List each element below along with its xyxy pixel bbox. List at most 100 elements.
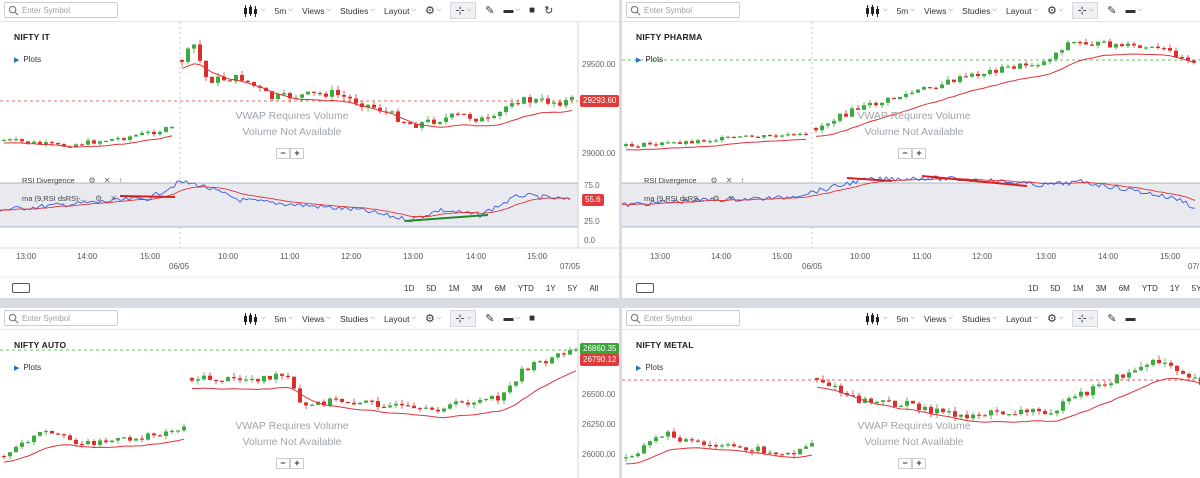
range-6m[interactable]: 6M	[1118, 283, 1130, 293]
studies-dropdown[interactable]: Studies ⌵	[340, 313, 375, 324]
crosshair-button[interactable]: ⊹ ⌵	[450, 310, 477, 327]
draw-button[interactable]: ✎	[1107, 4, 1116, 17]
range-1m[interactable]: 1M	[1072, 283, 1084, 293]
comment-button[interactable]: ▬ ⌵	[503, 5, 521, 16]
keyboard-icon[interactable]	[12, 283, 30, 293]
interval-dropdown[interactable]: 5m ⌵	[274, 5, 293, 16]
studies-dropdown[interactable]: Studies ⌵	[340, 5, 375, 16]
plots-toggle[interactable]: ▶ Plots	[636, 363, 663, 372]
views-dropdown[interactable]: Views ⌵	[301, 5, 332, 16]
zoom-in-button[interactable]: +	[912, 458, 926, 469]
range-1y[interactable]: 1Y	[1169, 283, 1180, 293]
chart-canvas[interactable]	[622, 308, 1200, 478]
chart-type-button[interactable]: ⌵	[865, 4, 888, 17]
studies-dropdown[interactable]: Studies ⌵	[962, 313, 997, 324]
arrow-up-icon[interactable]: ↑	[740, 176, 745, 185]
zoom-out-button[interactable]: −	[898, 458, 912, 469]
chart-canvas[interactable]	[622, 0, 1200, 298]
range-5y[interactable]: 5Y	[567, 283, 578, 293]
arrow-up-icon[interactable]: ↑	[118, 176, 123, 185]
zoom-out-button[interactable]: −	[898, 148, 912, 159]
plots-label: Plots	[645, 55, 664, 64]
range-5d[interactable]: 5D	[1050, 283, 1061, 293]
studies-dropdown[interactable]: Studies ⌵	[962, 5, 997, 16]
layout-dropdown[interactable]: Layout ⌵	[1005, 313, 1039, 324]
views-dropdown[interactable]: Views ⌵	[923, 5, 954, 16]
range-all[interactable]: All	[589, 283, 599, 293]
range-5d[interactable]: 5D	[426, 283, 437, 293]
draw-button[interactable]: ✎	[1107, 312, 1116, 325]
x-axis-tick: 13:00	[403, 252, 424, 261]
ma-study-label[interactable]: ma (9,RSI dsRS... ⚙ ✕	[644, 194, 734, 203]
interval-dropdown[interactable]: 5m ⌵	[896, 5, 915, 16]
symbol-search-input[interactable]: Enter Symbol	[626, 2, 740, 18]
range-ytd[interactable]: YTD	[1141, 283, 1158, 293]
crosshair-button[interactable]: ⊹ ⌵	[1072, 2, 1099, 19]
range-1d[interactable]: 1D	[404, 283, 415, 293]
symbol-search-input[interactable]: Enter Symbol	[4, 310, 118, 326]
chart-canvas[interactable]	[0, 0, 619, 298]
views-dropdown[interactable]: Views ⌵	[923, 313, 954, 324]
layout-dropdown[interactable]: Layout ⌵	[383, 5, 417, 16]
keyboard-icon[interactable]	[636, 283, 654, 293]
range-3m[interactable]: 3M	[1095, 283, 1107, 293]
draw-button[interactable]: ✎	[485, 4, 494, 17]
rsi-study-label[interactable]: RSI Divergence ⚙ ✕ ↑	[644, 176, 744, 185]
layout-dropdown[interactable]: Layout ⌵	[383, 313, 417, 324]
views-dropdown[interactable]: Views ⌵	[301, 313, 332, 324]
settings-button[interactable]: ⚙ ⌵	[1047, 313, 1064, 325]
settings-button[interactable]: ⚙ ⌵	[1047, 5, 1064, 17]
layout-dropdown[interactable]: Layout ⌵	[1005, 5, 1039, 16]
plots-toggle[interactable]: ▶ Plots	[14, 55, 41, 64]
candle	[1109, 381, 1113, 388]
refresh-button[interactable]: ↻	[544, 4, 553, 17]
close-icon[interactable]: ✕	[725, 176, 733, 185]
candle	[196, 376, 200, 385]
close-icon[interactable]: ✕	[103, 176, 111, 185]
gear-icon[interactable]: ⚙	[95, 194, 103, 203]
range-3m[interactable]: 3M	[471, 283, 483, 293]
range-1y[interactable]: 1Y	[545, 283, 556, 293]
rsi-study-name: RSI Divergence	[22, 176, 75, 185]
chart-type-button[interactable]: ⌵	[243, 4, 266, 17]
gear-icon[interactable]: ⚙	[712, 194, 720, 203]
rsi-study-label[interactable]: RSI Divergence ⚙ ✕ ↑	[22, 176, 122, 185]
candle	[170, 429, 174, 435]
range-5y[interactable]: 5Y	[1191, 283, 1200, 293]
settings-button[interactable]: ⚙ ⌵	[425, 5, 442, 17]
candle	[678, 434, 682, 444]
chart-canvas[interactable]	[0, 308, 619, 478]
plots-toggle[interactable]: ▶ Plots	[14, 363, 41, 372]
chart-type-button[interactable]: ⌵	[865, 312, 888, 325]
plots-toggle[interactable]: ▶ Plots	[636, 55, 663, 64]
settings-button[interactable]: ⚙ ⌵	[425, 313, 442, 325]
comment-button[interactable]: ▬ ⌵	[1125, 5, 1143, 16]
interval-dropdown[interactable]: 5m ⌵	[896, 313, 915, 324]
crosshair-button[interactable]: ⊹ ⌵	[450, 2, 477, 19]
zoom-out-button[interactable]: −	[276, 148, 290, 159]
interval-dropdown[interactable]: 5m ⌵	[274, 313, 293, 324]
gear-icon[interactable]: ⚙	[88, 176, 96, 185]
ma-study-label[interactable]: ma (9,RSI dsRSI-... ⚙ ✕	[22, 194, 117, 203]
zoom-out-button[interactable]: −	[276, 458, 290, 469]
crosshair-button[interactable]: ⊹ ⌵	[1072, 310, 1099, 327]
comment-button[interactable]: ▬	[1125, 313, 1135, 324]
zoom-in-button[interactable]: +	[290, 148, 304, 159]
range-6m[interactable]: 6M	[494, 283, 506, 293]
save-button[interactable]: ■	[529, 313, 535, 324]
comment-button[interactable]: ▬ ⌵	[503, 313, 521, 324]
symbol-search-input[interactable]: Enter Symbol	[4, 2, 118, 18]
range-1d[interactable]: 1D	[1028, 283, 1039, 293]
symbol-search-input[interactable]: Enter Symbol	[626, 310, 740, 326]
draw-button[interactable]: ✎	[485, 312, 494, 325]
gear-icon[interactable]: ⚙	[710, 176, 718, 185]
close-icon[interactable]: ✕	[727, 194, 735, 203]
range-1m[interactable]: 1M	[448, 283, 460, 293]
save-button[interactable]: ■	[529, 5, 535, 16]
zoom-in-button[interactable]: +	[912, 148, 926, 159]
range-ytd[interactable]: YTD	[517, 283, 534, 293]
chart-type-button[interactable]: ⌵	[243, 312, 266, 325]
close-icon[interactable]: ✕	[110, 194, 117, 203]
zoom-in-button[interactable]: +	[290, 458, 304, 469]
candle	[122, 137, 126, 142]
